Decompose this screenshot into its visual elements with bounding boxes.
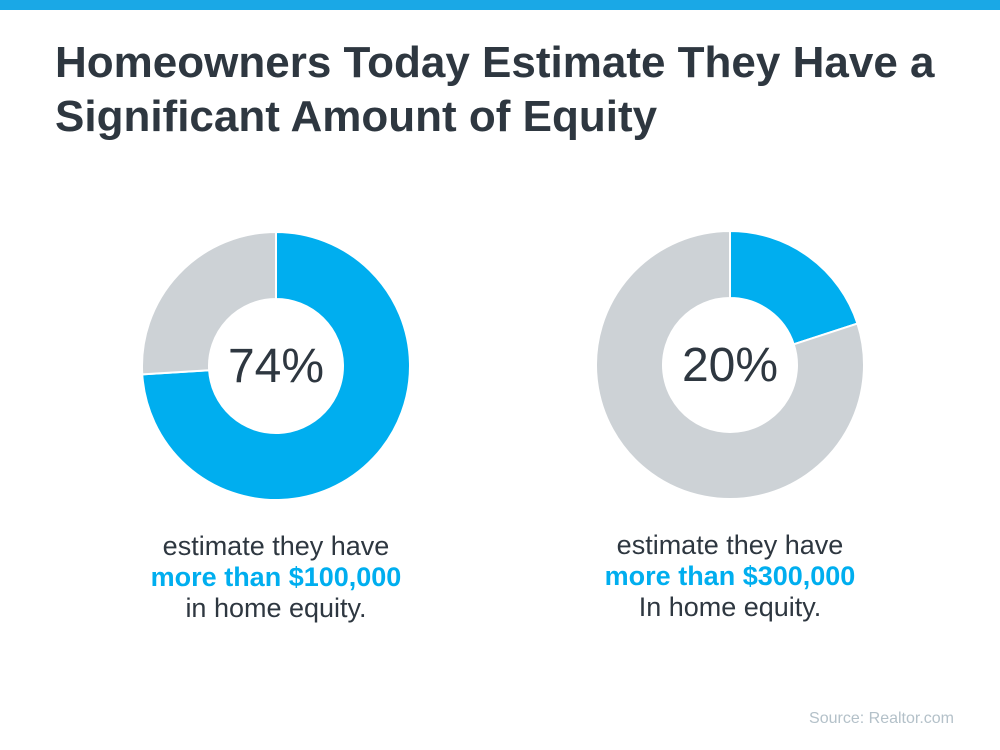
page-title-line-1: Homeowners Today Estimate They Have a xyxy=(55,38,935,87)
top-accent-bar xyxy=(0,0,1000,10)
caption-line-3: in home equity. xyxy=(185,593,367,623)
page-title-line-2: Significant Amount of Equity xyxy=(55,92,658,141)
caption-line-1: estimate they have xyxy=(162,531,390,561)
donut-ring-300k xyxy=(595,230,865,500)
caption-line-1: estimate they have xyxy=(616,530,844,560)
caption-line-3: In home equity. xyxy=(638,592,822,622)
donut-chart-100k: 74% estimate they have more than $100,00… xyxy=(141,231,411,631)
caption-300k: estimate they have more than $300,000 In… xyxy=(520,530,940,623)
donut-ring-100k xyxy=(141,231,411,501)
page-title: Homeowners Today Estimate They Have a Si… xyxy=(55,36,934,144)
source-attribution: Source: Realtor.com xyxy=(809,710,954,727)
donut-chart-300k: 20% estimate they have more than $300,00… xyxy=(595,230,865,630)
caption-100k: estimate they have more than $100,000 in… xyxy=(66,531,486,624)
percent-label-300k: 20% xyxy=(681,338,779,392)
caption-highlight-amount: more than $100,000 xyxy=(150,562,402,592)
percent-label-100k: 74% xyxy=(227,339,325,393)
caption-highlight-amount: more than $300,000 xyxy=(604,561,856,591)
